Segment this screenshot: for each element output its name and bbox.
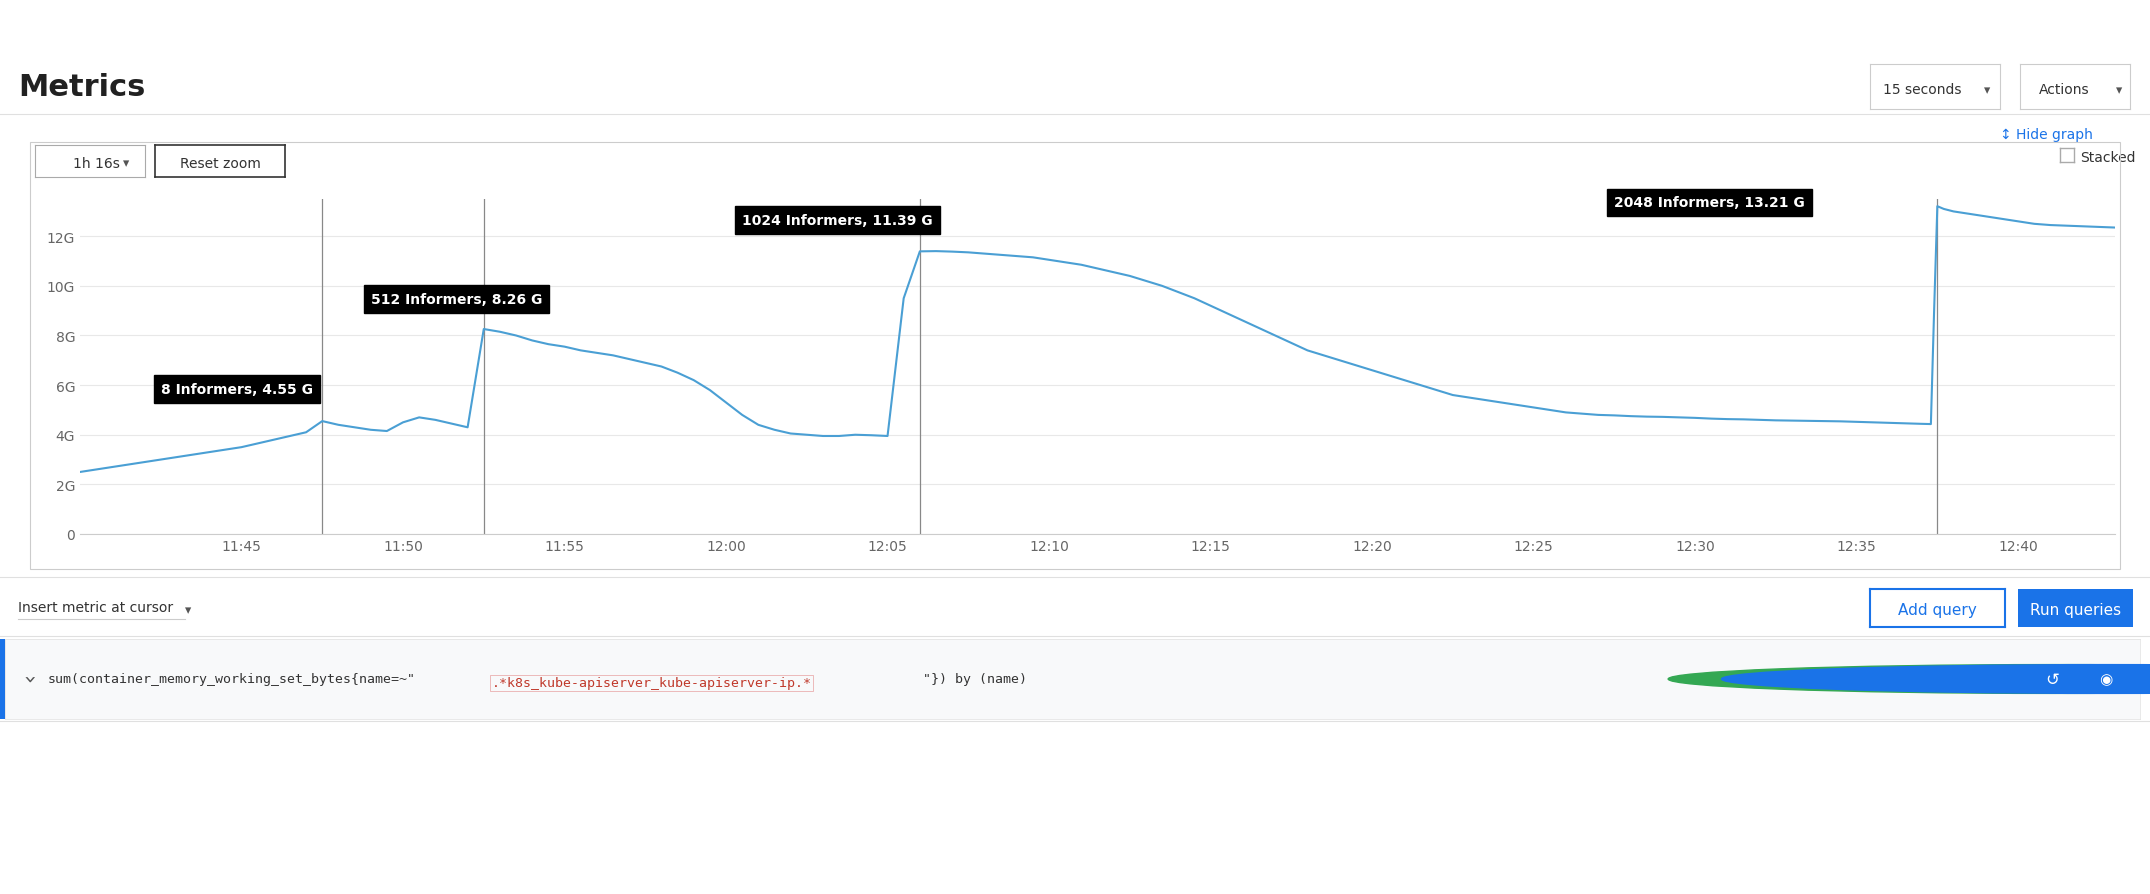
Text: sum(container_memory_working_set_bytes{name=~": sum(container_memory_working_set_bytes{n… (47, 673, 415, 686)
Circle shape (1722, 665, 2150, 694)
Text: "}) by (name): "}) by (name) (922, 673, 1028, 686)
Text: Run queries: Run queries (2030, 603, 2122, 618)
Text: ▾: ▾ (185, 603, 191, 617)
Text: ✕: ✕ (2075, 671, 2088, 687)
Text: 8 Informers, 4.55 G: 8 Informers, 4.55 G (161, 382, 312, 396)
Text: ▾: ▾ (123, 156, 129, 170)
Circle shape (1668, 665, 2150, 694)
Text: Stacked: Stacked (2079, 151, 2135, 164)
Text: ◉: ◉ (2098, 671, 2113, 687)
Text: Add query: Add query (1898, 603, 1976, 618)
Text: Metrics: Metrics (17, 72, 146, 101)
Text: Reset zoom: Reset zoom (181, 156, 260, 171)
Text: Insert metric at cursor: Insert metric at cursor (17, 601, 174, 614)
Text: 1024 Informers, 11.39 G: 1024 Informers, 11.39 G (742, 214, 933, 228)
Text: Actions: Actions (2038, 82, 2090, 97)
Text: 2048 Informers, 13.21 G: 2048 Informers, 13.21 G (1615, 196, 1806, 210)
Text: ↺: ↺ (2045, 670, 2060, 688)
Text: ↕ Hide graph: ↕ Hide graph (2000, 128, 2092, 142)
Text: 15 seconds: 15 seconds (1883, 82, 1961, 97)
Text: ›: › (17, 675, 39, 684)
Text: ▾: ▾ (1984, 84, 1991, 97)
Text: ⋮: ⋮ (2122, 670, 2141, 688)
Text: 512 Informers, 8.26 G: 512 Informers, 8.26 G (370, 293, 542, 307)
Text: .*k8s_kube-apiserver_kube-apiserver-ip.*: .*k8s_kube-apiserver_kube-apiserver-ip.* (492, 677, 813, 690)
Text: 1h 16s: 1h 16s (73, 156, 120, 171)
Text: ▾: ▾ (2116, 84, 2122, 97)
